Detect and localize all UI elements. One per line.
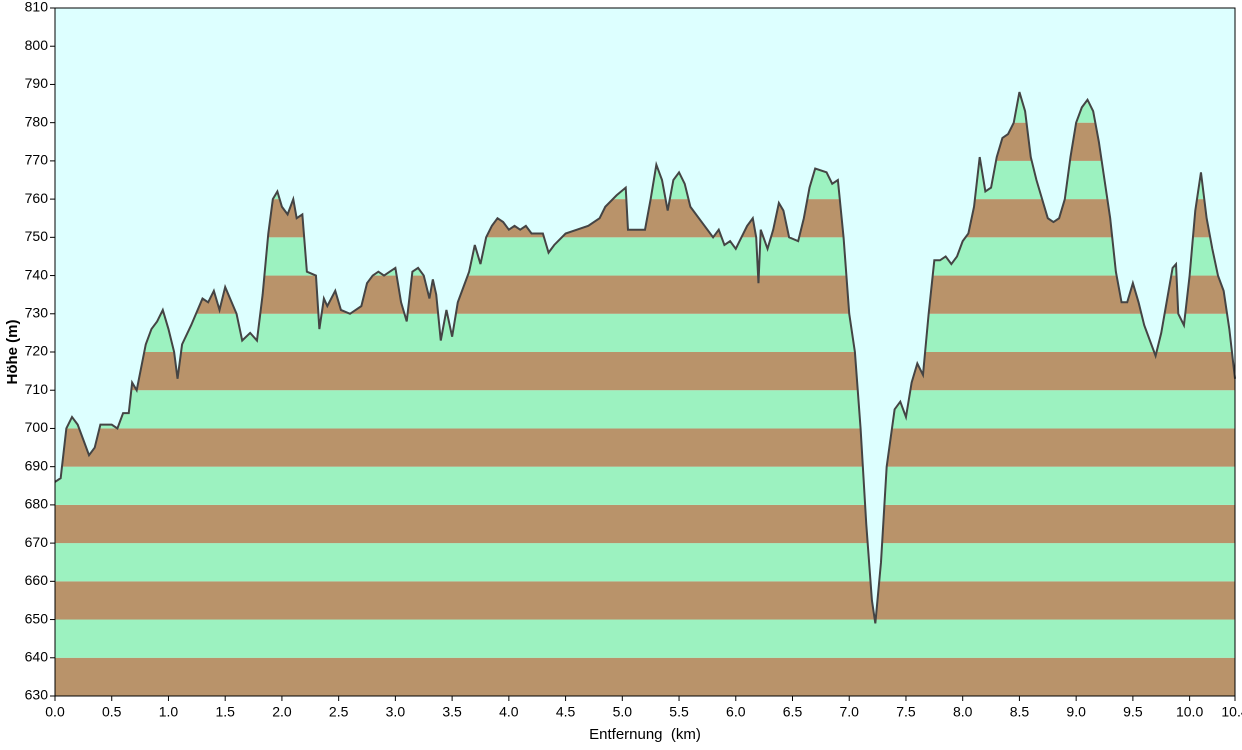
- x-tick-label: 7.0: [839, 704, 859, 720]
- x-tick-label: 4.0: [499, 704, 519, 720]
- y-tick-label: 740: [25, 266, 49, 282]
- x-tick-label: 1.0: [159, 704, 179, 720]
- elevation-band: [55, 313, 1235, 352]
- y-tick-label: 670: [25, 534, 49, 550]
- elevation-band: [55, 466, 1235, 505]
- y-tick-label: 690: [25, 457, 49, 473]
- elevation-band: [55, 543, 1235, 582]
- x-tick-label: 5.0: [613, 704, 633, 720]
- x-tick-label: 3.0: [386, 704, 406, 720]
- y-tick-label: 800: [25, 37, 49, 53]
- x-tick-label: 7.5: [896, 704, 916, 720]
- y-tick-label: 640: [25, 648, 49, 664]
- y-axis-label: Höhe (m): [4, 320, 21, 385]
- x-tick-label: 2.0: [272, 704, 292, 720]
- elevation-band: [55, 390, 1235, 429]
- y-tick-label: 710: [25, 381, 49, 397]
- y-tick-label: 750: [25, 228, 49, 244]
- y-tick-label: 650: [25, 610, 49, 626]
- x-tick-label: 10.0: [1176, 704, 1203, 720]
- y-tick-label: 680: [25, 496, 49, 512]
- y-tick-label: 760: [25, 190, 49, 206]
- elevation-band: [55, 428, 1235, 467]
- x-tick-label: 5.5: [669, 704, 689, 720]
- x-axis-label: Entfernung (km): [589, 726, 701, 743]
- x-tick-label: 9.5: [1123, 704, 1143, 720]
- x-tick-label: 3.5: [442, 704, 462, 720]
- elevation-band: [55, 619, 1235, 658]
- x-tick-label: 8.5: [1010, 704, 1030, 720]
- elevation-line: [54, 91, 1236, 624]
- x-tick-label: 8.0: [953, 704, 973, 720]
- y-tick-label: 700: [25, 419, 49, 435]
- y-tick-label: 790: [25, 75, 49, 91]
- elevation-band: [55, 352, 1235, 391]
- elevation-band: [55, 504, 1235, 544]
- y-tick-label: 730: [25, 304, 49, 320]
- y-tick-label: 770: [25, 152, 49, 168]
- elevation-band: [55, 581, 1235, 620]
- x-tick-label: 6.0: [726, 704, 746, 720]
- x-tick-label: 1.5: [215, 704, 235, 720]
- y-tick-label: 720: [25, 343, 49, 359]
- x-tick-label: 0.5: [102, 704, 122, 720]
- x-tick-label: 9.0: [1066, 704, 1086, 720]
- x-tick-label: 0.0: [45, 704, 65, 720]
- y-tick-label: 630: [25, 687, 49, 703]
- elevation-band: [55, 657, 1235, 696]
- x-tick-label: 4.5: [556, 704, 576, 720]
- x-tick-label: 2.5: [329, 704, 349, 720]
- x-tick-label: 6.5: [783, 704, 803, 720]
- x-tick-label: 10.4: [1221, 704, 1242, 720]
- y-tick-label: 780: [25, 113, 49, 129]
- y-tick-label: 810: [25, 0, 49, 15]
- y-tick-label: 660: [25, 572, 49, 588]
